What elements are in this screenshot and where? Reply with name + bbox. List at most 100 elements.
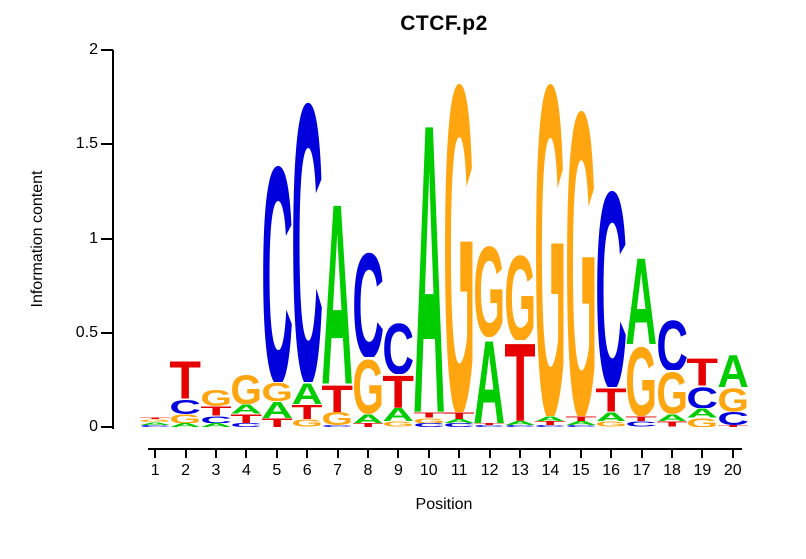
svg-text:A: A	[596, 412, 626, 421]
logo-letter-T-pos18: T	[657, 421, 687, 427]
x-tick-mark	[306, 448, 309, 458]
y-axis-label: Information content	[29, 170, 46, 308]
svg-text:A: A	[687, 408, 717, 417]
x-tick-label: 8	[363, 462, 373, 479]
x-tick-label: 4	[241, 462, 251, 479]
y-tick-label: 0	[89, 418, 98, 435]
logo-letter-C-pos6: C	[292, 90, 322, 382]
svg-text:G: G	[505, 252, 535, 341]
x-tick-mark	[579, 448, 582, 458]
svg-text:A: A	[322, 195, 352, 384]
logo-letter-C-pos1: C	[140, 425, 170, 427]
svg-text:C: C	[474, 425, 504, 427]
logo-letter-G-pos3: G	[201, 389, 231, 406]
svg-text:T: T	[383, 374, 413, 408]
logo-letter-T-pos4: T	[231, 414, 261, 423]
svg-text:C: C	[718, 412, 748, 425]
x-tick-mark	[184, 448, 187, 458]
x-tick-label: 17	[632, 462, 651, 479]
svg-text:G: G	[566, 97, 596, 416]
logo-letter-A-pos12: A	[474, 337, 504, 424]
svg-text:G: G	[535, 69, 565, 416]
x-tick-mark	[549, 448, 552, 458]
logo-letter-G-pos11: G	[444, 69, 474, 412]
y-tick-mark	[101, 143, 113, 146]
svg-text:A: A	[535, 416, 565, 422]
logo-letter-A-pos2: A	[170, 423, 200, 427]
logo-letter-A-pos7: A	[322, 195, 352, 384]
logo-letter-G-pos10: G	[414, 418, 444, 424]
x-axis-label: Position	[415, 496, 473, 513]
logo-letter-A-pos10: A	[414, 110, 444, 412]
logo-letter-C-pos11: C	[444, 423, 474, 427]
svg-text:C: C	[505, 425, 535, 427]
logo-letter-G-pos14: G	[535, 69, 565, 416]
svg-text:T: T	[292, 404, 322, 419]
logo-letter-G-pos4: G	[231, 374, 261, 404]
svg-text:A: A	[262, 401, 292, 418]
x-tick-label: 6	[302, 462, 312, 479]
svg-text:T: T	[474, 423, 504, 425]
svg-text:A: A	[626, 254, 656, 344]
y-tick-label: 1	[89, 229, 98, 247]
svg-text:T: T	[322, 384, 352, 412]
svg-text:G: G	[474, 242, 504, 336]
x-tick-mark	[215, 448, 217, 458]
svg-text:A: A	[201, 423, 231, 427]
logo-letter-G-pos19: G	[687, 418, 717, 427]
svg-text:C: C	[262, 156, 292, 382]
svg-text:C: C	[657, 318, 687, 371]
svg-text:G: G	[687, 418, 717, 427]
logo-letter-C-pos9: C	[383, 321, 413, 374]
svg-text:A: A	[170, 423, 200, 427]
x-tick-label: 9	[393, 462, 403, 479]
y-tick-mark	[101, 237, 113, 240]
x-tick-mark	[275, 448, 278, 458]
svg-text:T: T	[170, 359, 200, 399]
logo-letter-A-pos14: A	[535, 416, 565, 422]
logo-letter-T-pos3: T	[201, 406, 231, 415]
svg-text:C: C	[231, 423, 261, 427]
logo-letter-C-pos3: C	[201, 416, 231, 424]
logo-letter-T-pos2: T	[170, 359, 200, 399]
logo-letter-T-pos8: T	[353, 423, 383, 427]
x-tick-label: 3	[211, 462, 221, 479]
logo-letter-A-pos20: A	[718, 353, 748, 387]
svg-text:C: C	[414, 423, 444, 427]
x-tick-label: 1	[150, 462, 160, 479]
svg-text:C: C	[596, 182, 626, 387]
y-tick-mark	[101, 49, 113, 51]
svg-text:T: T	[231, 414, 261, 423]
svg-text:G: G	[657, 370, 687, 413]
x-axis-line	[148, 448, 742, 450]
logo-letter-G-pos9: G	[383, 421, 413, 427]
svg-text:G: G	[353, 357, 383, 414]
logo-letter-T-pos14: T	[535, 421, 565, 425]
svg-text:T: T	[596, 387, 626, 412]
x-tick-label: 10	[419, 462, 438, 479]
x-tick-label: 2	[181, 462, 191, 479]
x-tick-label: 18	[663, 462, 681, 479]
logo-letter-T-pos20: T	[718, 425, 748, 427]
y-tick-mark	[101, 426, 113, 428]
logo-letter-G-pos6: G	[292, 419, 322, 427]
logo-letter-T-pos5: T	[262, 418, 292, 427]
x-tick-mark	[519, 448, 521, 458]
logo-letter-A-pos15: A	[566, 421, 596, 425]
logo-letter-G-pos12: G	[474, 242, 504, 336]
logo-letter-C-pos13: C	[505, 425, 535, 427]
logo-letter-T-pos13: T	[505, 340, 535, 421]
svg-text:T: T	[657, 421, 687, 427]
svg-text:G: G	[626, 344, 656, 416]
logo-letter-T-pos16: T	[596, 387, 626, 412]
logo-letter-C-pos20: C	[718, 412, 748, 425]
svg-text:T: T	[414, 412, 444, 418]
logo-letter-C-pos7: C	[322, 425, 352, 427]
svg-text:T: T	[505, 340, 535, 421]
svg-text:G: G	[414, 418, 444, 424]
svg-text:G: G	[262, 382, 292, 401]
x-tick-mark	[610, 448, 613, 458]
x-tick-mark	[701, 448, 704, 458]
svg-text:G: G	[140, 419, 170, 422]
logo-letter-C-pos12: C	[474, 425, 504, 427]
